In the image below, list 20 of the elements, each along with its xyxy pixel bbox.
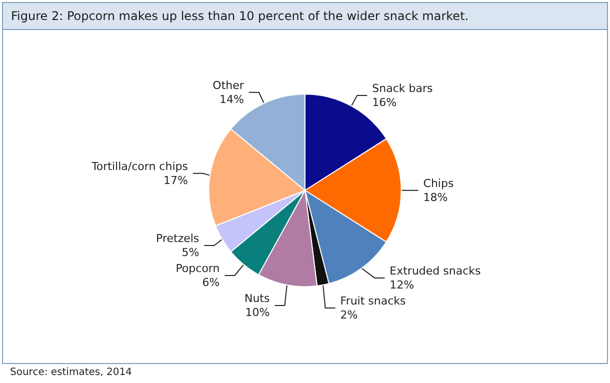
data-label: 16% (372, 96, 397, 109)
data-label: 2% (340, 308, 358, 322)
data-label: 17% (164, 174, 188, 187)
source-note: Source: estimates, 2014 (10, 367, 132, 378)
data-label: 10% (245, 306, 270, 319)
slice-label: Extruded snacks (390, 264, 482, 278)
slice-label: Nuts (244, 292, 270, 305)
slice-label: Popcorn (176, 262, 220, 275)
slice-label: Snack bars (372, 82, 434, 95)
slice-label: Fruit snacks (340, 294, 406, 308)
data-label: 14% (219, 92, 244, 106)
slice-label: Chips (423, 176, 454, 190)
data-label: 18% (423, 190, 448, 204)
slice-label: Other (212, 78, 244, 92)
slice-label: Tortilla/corn chips (90, 160, 188, 173)
data-label: 5% (182, 246, 200, 259)
slice-label: Pretzels (156, 232, 200, 245)
data-label: 12% (390, 278, 414, 292)
chart-title: Figure 2: Popcorn makes up less than 10 percent of the wider snack market. (3, 3, 607, 30)
data-label: 6% (202, 276, 220, 289)
